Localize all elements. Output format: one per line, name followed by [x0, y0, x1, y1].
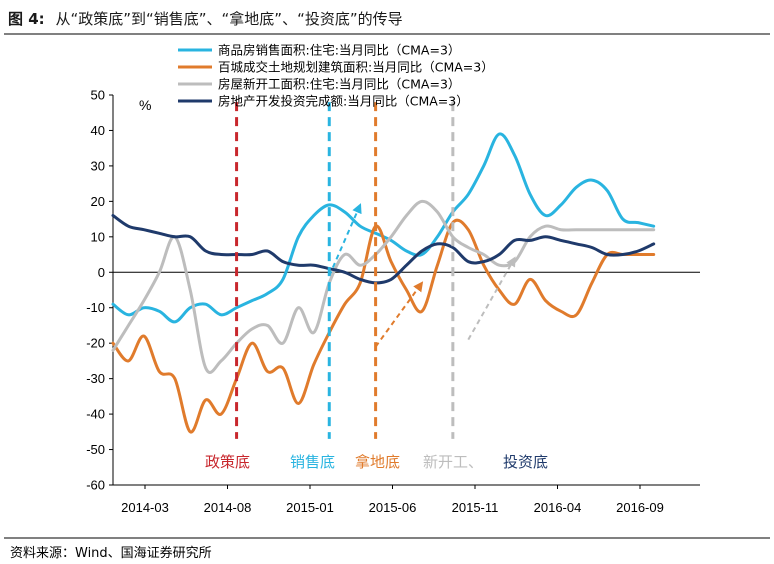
legend-label-land: 百城成交土地规划建筑面积:当月同比（CMA=3）	[218, 60, 494, 75]
legend: 商品房销售面积:住宅:当月同比（CMA=3） 百城成交土地规划建筑面积:当月同比（…	[178, 43, 494, 109]
annotation-newstart: 新开工、	[423, 453, 483, 471]
x-tick-label: 2016-09	[616, 500, 664, 515]
legend-label-sales: 商品房销售面积:住宅:当月同比（CMA=3）	[218, 43, 460, 58]
y-tick-label: -50	[86, 442, 105, 457]
y-tick-label: 50	[91, 88, 105, 103]
series-line-land	[111, 218, 656, 434]
figure-title-text: 从“政策底”到“销售底”、“拿地底”、“投资底”的传导	[55, 10, 402, 28]
series-line-newstart	[111, 199, 656, 374]
legend-label-invest: 房地产开发投资完成额:当月同比（CMA=3）	[218, 94, 469, 109]
x-tick-label: 2016-04	[534, 500, 582, 515]
figure-number: 图 4:	[8, 10, 45, 28]
annotation-invest: 投资底	[503, 453, 548, 471]
x-tick-label: 2015-01	[286, 500, 334, 515]
figure-title: 图 4: 从“政策底”到“销售底”、“拿地底”、“投资底”的传导	[8, 10, 403, 28]
unit-label: %	[139, 97, 151, 113]
annotation-land: 拿地底	[355, 453, 400, 471]
arrow-sales	[328, 203, 362, 277]
y-tick-label: 0	[98, 265, 105, 280]
x-tick-label: 2015-11	[452, 500, 499, 515]
annotation-policy: 政策底	[205, 453, 250, 471]
source-note: 资料来源：Wind、国海证券研究所	[10, 545, 212, 561]
y-tick-label: 10	[91, 229, 105, 244]
y-tick-label: -30	[86, 371, 105, 386]
x-tick-label: 2015-06	[369, 500, 417, 515]
y-tick-label: -20	[86, 336, 105, 351]
plot-area: 50 40 30 20 10 0 -10 -20 -30 -40 -50 -60 2014-03 2014…	[86, 88, 700, 515]
annotations: 政策底 销售底 拿地底 新开工、 投资底	[205, 453, 548, 471]
y-tick-label: 30	[91, 158, 105, 173]
y-tick-label: 40	[91, 123, 105, 138]
series-line-sales	[111, 132, 656, 324]
y-tick-label: 20	[91, 194, 105, 209]
annotation-sales: 销售底	[290, 453, 335, 471]
series-line-invest	[111, 214, 656, 285]
y-tick-label: -10	[86, 300, 105, 315]
legend-label-newstart: 房屋新开工面积:住宅:当月同比（CMA=3）	[218, 77, 460, 92]
y-tick-label: -40	[86, 407, 105, 422]
x-tick-label: 2014-08	[204, 500, 252, 515]
y-tick-label: -60	[86, 478, 105, 493]
arrow-land	[374, 281, 424, 348]
x-tick-label: 2014-03	[121, 500, 169, 515]
arrow-newstart	[467, 256, 516, 341]
